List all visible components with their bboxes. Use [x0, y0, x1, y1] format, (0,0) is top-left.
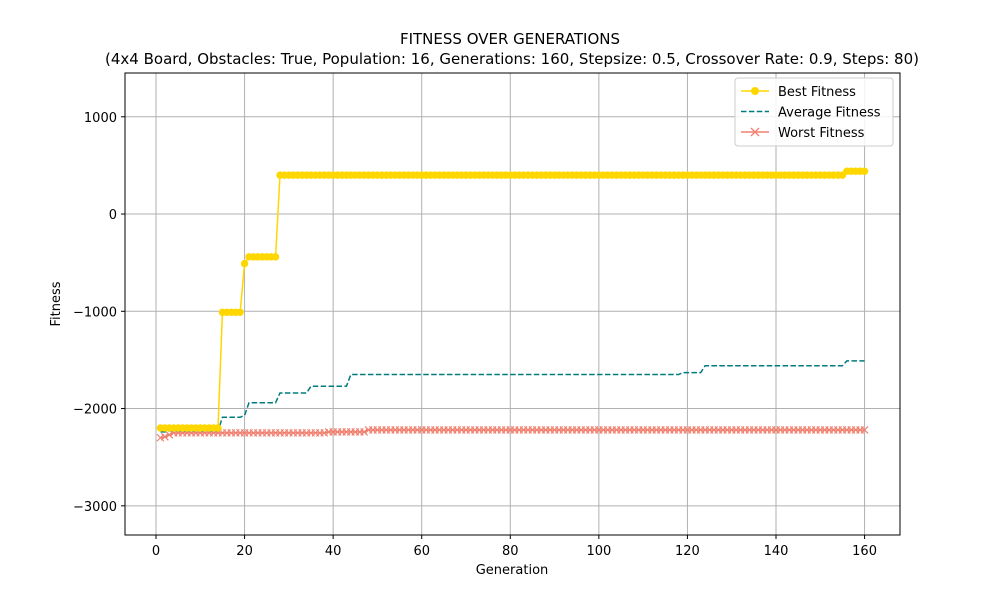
best-fitness-point	[236, 308, 244, 316]
x-axis-ticks: 0 20 40 60 80 100 120 140 160	[152, 535, 877, 559]
worst-fitness-line	[160, 429, 865, 439]
legend-item-best-fitness: Best Fitness	[741, 85, 856, 100]
x-tick-label: 140	[764, 544, 789, 559]
best-fitness-line	[160, 170, 865, 429]
y-tick-label: −2000	[73, 403, 117, 418]
legend-label: Best Fitness	[778, 85, 856, 100]
plot-frame	[124, 72, 901, 536]
x-tick-label: 100	[586, 544, 611, 559]
x-axis-label: Generation	[476, 563, 549, 578]
chart-subtitle: (4x4 Board, Obstacles: True, Population:…	[105, 50, 919, 68]
worst-fitness-point	[860, 426, 869, 434]
legend-box	[734, 77, 894, 147]
best-fitness-point	[860, 167, 869, 175]
worst-fitness-series	[156, 426, 869, 442]
worst-fitness-point	[160, 432, 169, 441]
y-tick-label: −1000	[73, 305, 117, 320]
series-layer	[156, 167, 869, 442]
legend-label: Average Fitness	[778, 106, 881, 121]
legend-item-worst-fitness: Worst Fitness	[741, 126, 865, 141]
legend-item-average-fitness: Average Fitness	[741, 106, 881, 121]
best-fitness-point	[271, 253, 280, 261]
legend: Best Fitness Average Fitness Worst Fitness	[734, 77, 894, 147]
legend-marker	[751, 87, 759, 95]
average-fitness-line	[160, 360, 865, 433]
y-axis-ticks: −3000 −2000 −1000 0 1000	[73, 111, 125, 515]
best-fitness-point	[214, 424, 222, 432]
y-tick-label: 1000	[84, 111, 117, 126]
y-axis-label: Fitness	[49, 281, 64, 326]
legend-label: Worst Fitness	[778, 126, 865, 141]
average-fitness-series	[160, 360, 865, 433]
x-tick-label: 0	[152, 544, 160, 559]
x-tick-label: 120	[675, 544, 700, 559]
legend-marker	[750, 127, 760, 137]
x-tick-label: 60	[413, 544, 430, 559]
worst-fitness-point	[360, 427, 369, 436]
y-tick-label: 0	[109, 208, 117, 223]
best-fitness-series	[156, 167, 869, 432]
x-tick-label: 160	[852, 544, 877, 559]
worst-fitness-point	[165, 430, 174, 439]
chart-title: FITNESS OVER GENERATIONS	[400, 30, 620, 48]
x-tick-label: 40	[325, 544, 342, 559]
x-tick-label: 80	[502, 544, 519, 559]
y-tick-label: −3000	[73, 500, 117, 515]
x-tick-label: 20	[236, 544, 253, 559]
best-fitness-point	[240, 259, 249, 268]
